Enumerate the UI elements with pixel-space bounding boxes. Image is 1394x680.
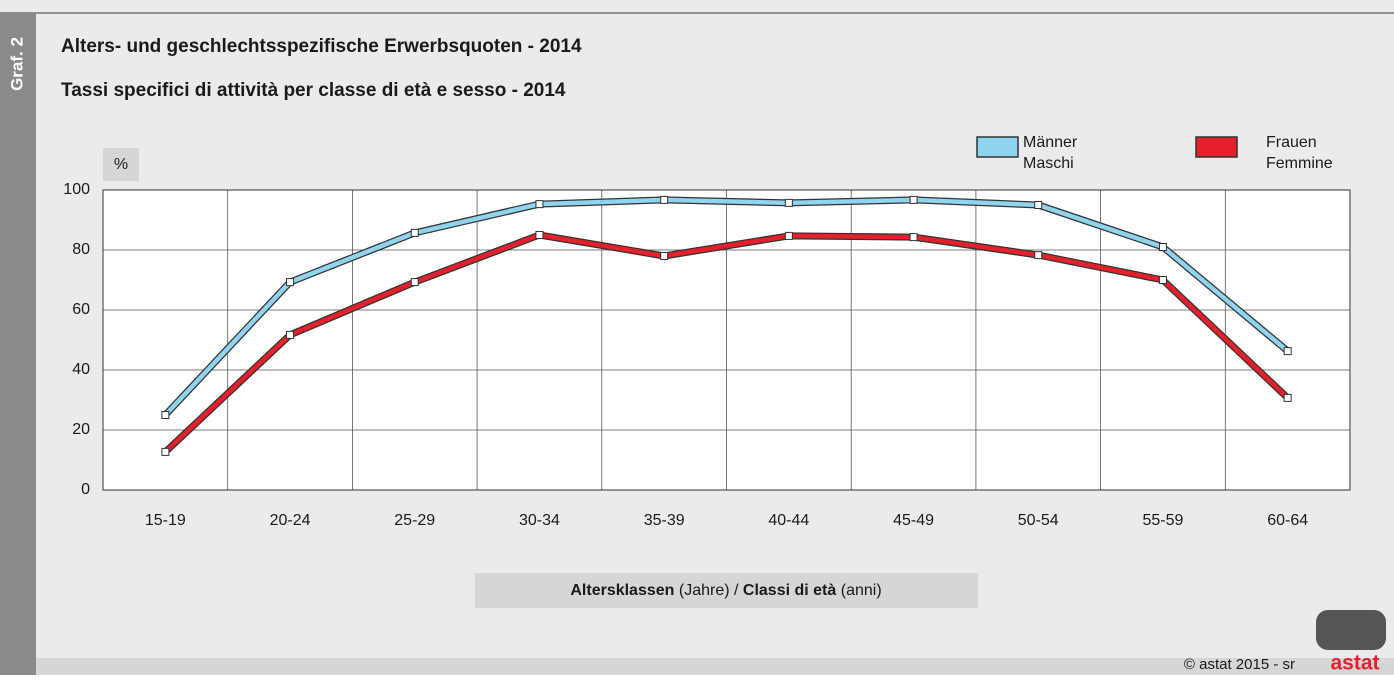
y-tick-label: 60 (72, 301, 90, 318)
x-label-box (475, 573, 978, 608)
unit-box (103, 148, 139, 181)
x-tick-label: 15-19 (145, 512, 186, 529)
point-marker (161, 447, 170, 456)
x-tick-label: 40-44 (768, 512, 809, 529)
legend-swatch (1195, 136, 1238, 158)
legend-label: Männer (1023, 134, 1078, 151)
x-tick-label: 30-34 (519, 512, 560, 529)
point-marker (286, 330, 295, 339)
legend-label: Frauen (1266, 134, 1317, 151)
y-tick-label: 0 (81, 481, 90, 498)
y-tick-label: 20 (72, 421, 90, 438)
x-label-part: (anni) (841, 582, 882, 599)
chart-title: Alters- und geschlechtsspezifische Erwer… (61, 36, 582, 57)
x-tick-label: 25-29 (394, 512, 435, 529)
x-tick-label: 50-54 (1018, 512, 1059, 529)
graph-label: Graf. 2 (7, 37, 26, 91)
point-marker (161, 411, 170, 419)
series-line (163, 232, 1290, 454)
point-marker (909, 233, 918, 242)
y-unit: % (114, 156, 128, 173)
point-marker (1158, 243, 1167, 251)
logo-map (1316, 610, 1386, 650)
point-marker (660, 195, 669, 204)
point-marker (286, 278, 295, 287)
x-tick-label: 20-24 (270, 512, 311, 529)
point-marker (1158, 276, 1167, 284)
point-marker (909, 195, 918, 204)
point-marker (535, 200, 544, 209)
series-line (163, 197, 1290, 417)
side-strip (0, 13, 36, 675)
logo-shape (1316, 610, 1386, 650)
legend-label: Femmine (1266, 155, 1333, 172)
legend-swatch (976, 136, 1019, 158)
point-marker (1034, 201, 1043, 209)
point-marker (535, 231, 544, 239)
plot-border (102, 189, 1351, 491)
footer-credit: © astat 2015 - sr (1184, 656, 1295, 673)
point-marker (410, 278, 419, 287)
x-tick-label: 60-64 (1267, 512, 1308, 529)
point-marker (784, 198, 793, 207)
point-marker (410, 228, 419, 237)
legend-label: Maschi (1023, 155, 1074, 172)
point-marker (1034, 251, 1043, 260)
x-label-part: Classi di età (743, 582, 836, 599)
chart-subtitle: Tassi specifici di attività per classe d… (61, 80, 566, 101)
footer-bar (36, 658, 1394, 675)
x-label-part: Altersklassen (570, 582, 674, 599)
x-tick-label: 45-49 (893, 512, 934, 529)
y-tick-label: 40 (72, 361, 90, 378)
point-marker (1283, 347, 1292, 356)
x-tick-label: 55-59 (1142, 512, 1183, 529)
x-axis-label: Altersklassen (Jahre) / Classi di età (a… (570, 582, 881, 599)
point-marker (660, 252, 669, 260)
y-tick-label: 80 (72, 241, 90, 258)
point-marker (1283, 393, 1292, 402)
x-tick-label: 35-39 (644, 512, 685, 529)
footer-logo: astat (1330, 652, 1379, 675)
x-label-part: (Jahre) / (679, 582, 739, 599)
point-marker (784, 231, 793, 240)
y-tick-label: 100 (63, 181, 90, 198)
